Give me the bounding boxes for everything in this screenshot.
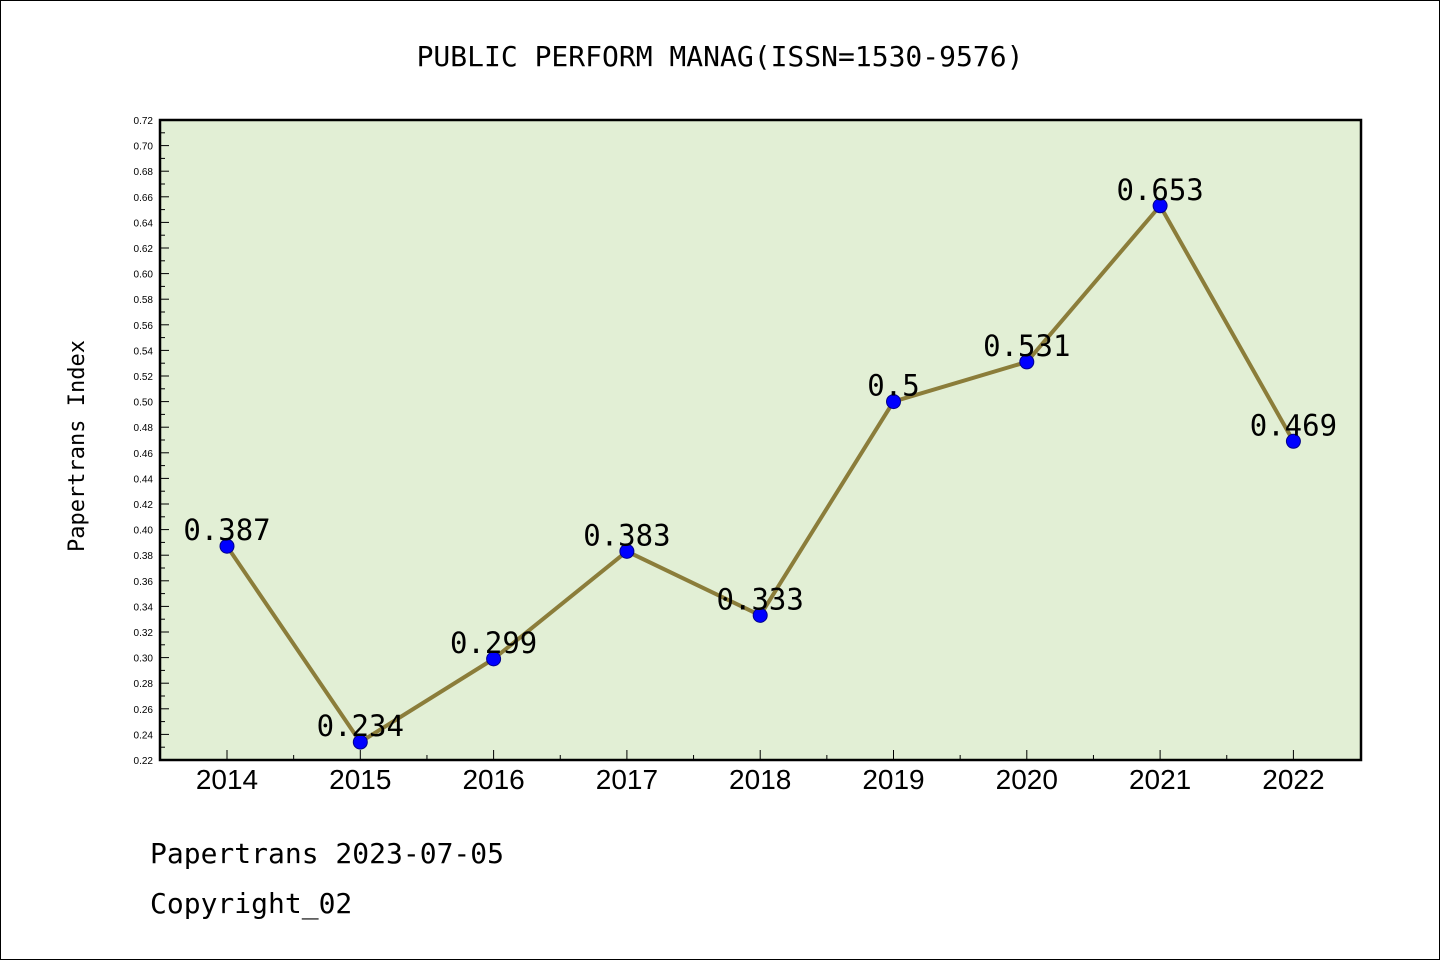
data-label: 0.5: [867, 369, 919, 403]
x-tick-label: 2014: [196, 764, 258, 795]
y-tick-label: 0.32: [134, 628, 154, 639]
data-point: [886, 394, 901, 410]
y-tick-label: 0.66: [134, 193, 154, 204]
y-axis: 0.22 0.24 0.26 0.28 0.30 0.32 0.34 0.36 0.38 0.40…: [134, 116, 169, 767]
y-tick-label: 0.68: [134, 167, 154, 178]
x-tick-label: 2016: [462, 764, 524, 795]
data-point: [219, 538, 235, 554]
y-tick-label: 0.54: [134, 346, 154, 357]
data-point: [619, 543, 635, 559]
y-tick-label: 0.52: [134, 372, 154, 383]
x-tick-label: 2021: [1129, 764, 1191, 795]
y-tick-label: 0.40: [134, 526, 154, 537]
y-tick-label: 0.46: [134, 449, 154, 460]
data-label: 0.299: [450, 626, 537, 660]
x-tick-label: 2018: [729, 764, 791, 795]
data-label: 0.333: [717, 582, 804, 616]
y-tick-label: 0.34: [134, 602, 154, 613]
y-tick-label: 0.38: [134, 551, 154, 562]
series: 0.387 0.234 0.299 0.383 0.333 0.5 0.531 0.653 0.…: [183, 173, 1337, 750]
data-label: 0.653: [1116, 173, 1203, 207]
x-tick-label: 2019: [862, 764, 924, 795]
y-tick-label: 0.36: [134, 577, 154, 588]
y-tick-label: 0.70: [134, 142, 154, 153]
data-label: 0.234: [317, 709, 404, 743]
data-point: [486, 651, 502, 667]
y-tick-label: 0.56: [134, 321, 154, 332]
plot-border: [158, 118, 1363, 762]
data-label: 0.531: [983, 329, 1070, 363]
chart-title: PUBLIC PERFORM MANAG(ISSN=1530-9576): [417, 40, 1024, 73]
y-tick-label: 0.60: [134, 270, 154, 281]
data-point: [1019, 354, 1035, 370]
y-tick-label: 0.28: [134, 679, 154, 690]
y-tick-label: 0.58: [134, 295, 154, 306]
y-tick-label: 0.30: [134, 654, 154, 665]
y-tick-label: 0.26: [134, 705, 154, 716]
data-label: 0.469: [1250, 408, 1337, 442]
x-axis: 2014 2015 2016 2017 2018 2019 2020 2021 2022: [196, 750, 1325, 795]
data-point: [352, 734, 368, 750]
y-tick-label: 0.64: [134, 218, 154, 229]
y-tick-label: 0.22: [134, 756, 154, 767]
y-tick-label: 0.48: [134, 423, 154, 434]
y-tick-label: 0.42: [134, 500, 154, 511]
x-tick-label: 2022: [1262, 764, 1324, 795]
data-point: [1285, 433, 1301, 449]
footer-date: Papertrans 2023-07-05: [150, 837, 504, 870]
data-point: [1152, 198, 1168, 214]
data-label: 0.387: [183, 513, 270, 547]
data-point: [752, 607, 768, 623]
y-tick-label: 0.72: [134, 116, 154, 127]
x-tick-label: 2017: [596, 764, 658, 795]
x-tick-label: 2015: [329, 764, 391, 795]
footer-copyright: Copyright_02: [150, 887, 352, 921]
y-tick-label: 0.44: [134, 474, 154, 485]
data-label: 0.383: [583, 518, 670, 552]
x-tick-label: 2020: [996, 764, 1058, 795]
y-tick-label: 0.50: [134, 398, 154, 409]
plot-area: [160, 120, 1361, 760]
y-axis-label: Papertrans Index: [65, 340, 90, 552]
y-tick-label: 0.24: [134, 730, 154, 741]
y-tick-label: 0.62: [134, 244, 154, 255]
